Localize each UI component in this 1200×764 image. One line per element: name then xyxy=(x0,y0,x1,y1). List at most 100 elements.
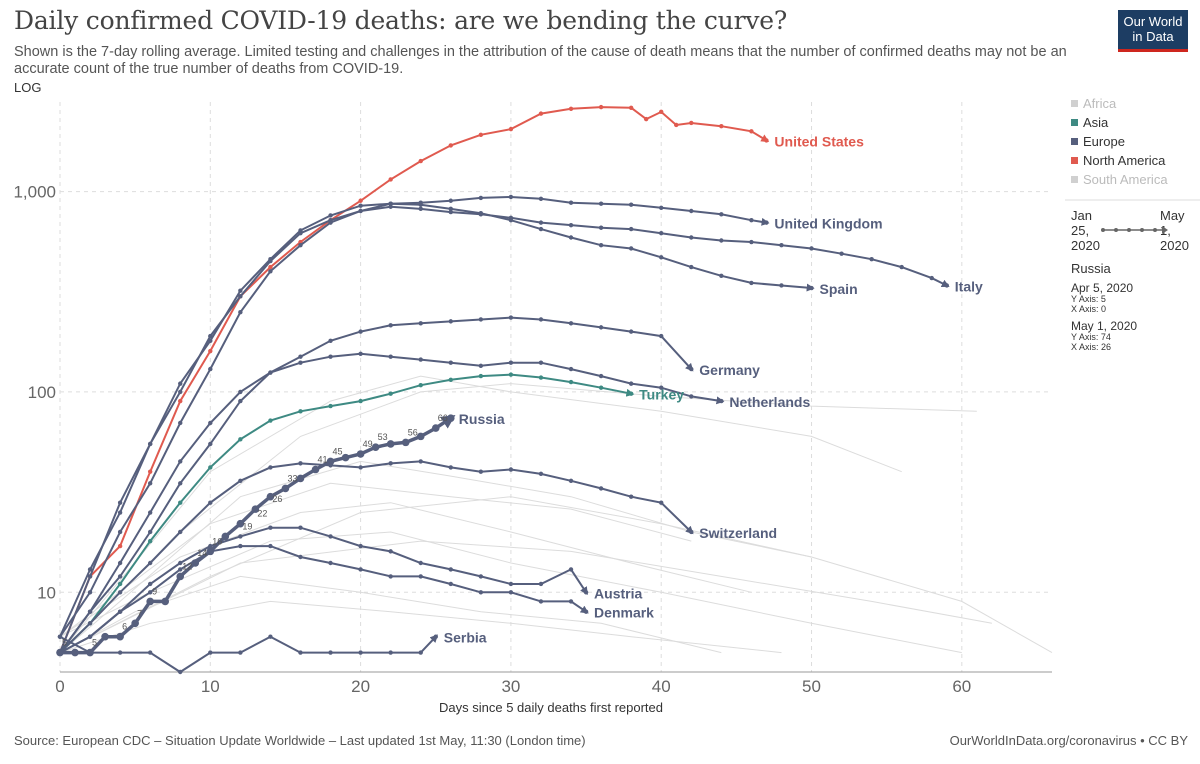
data-point xyxy=(689,366,694,372)
data-point xyxy=(418,206,423,212)
data-point xyxy=(178,381,183,386)
data-point xyxy=(689,120,694,126)
data-point xyxy=(208,543,213,549)
point-value-label: 66 xyxy=(438,413,448,423)
time-end-label: 2020 xyxy=(1160,238,1189,253)
data-point xyxy=(659,333,664,339)
series-line xyxy=(59,106,770,653)
data-point xyxy=(448,360,453,365)
data-point xyxy=(568,106,574,111)
data-point xyxy=(508,126,514,132)
data-point xyxy=(57,650,63,655)
time-start-label: 25, xyxy=(1071,223,1089,238)
point-value-label: 16 xyxy=(212,536,222,546)
series-united-states: United States xyxy=(57,104,864,655)
data-point xyxy=(568,599,574,604)
point-value-label: 53 xyxy=(378,432,388,442)
background-line xyxy=(59,502,752,638)
data-point xyxy=(538,360,544,365)
series-line xyxy=(59,202,815,653)
data-point xyxy=(478,195,484,201)
data-point xyxy=(178,669,183,675)
legend-swatch xyxy=(1071,157,1078,164)
data-point xyxy=(358,398,363,404)
data-point xyxy=(161,597,170,606)
data-point xyxy=(719,238,724,243)
data-point xyxy=(674,122,679,128)
data-point xyxy=(178,529,183,535)
legend-item-africa[interactable]: Africa xyxy=(1071,96,1117,111)
data-point xyxy=(238,310,243,315)
data-point xyxy=(147,581,153,587)
legend-item-south-america[interactable]: South America xyxy=(1071,172,1168,187)
owid-logo[interactable]: Our World in Data xyxy=(1118,10,1188,52)
data-point xyxy=(328,650,333,655)
data-point xyxy=(749,217,754,223)
legend-label: Africa xyxy=(1083,96,1117,111)
point-value-label: 9 xyxy=(152,586,157,596)
data-point xyxy=(238,398,243,404)
data-point xyxy=(87,590,93,595)
data-point xyxy=(478,373,484,379)
series-line xyxy=(59,526,588,654)
series-line xyxy=(59,634,439,674)
data-point xyxy=(116,632,124,641)
legend-label: Europe xyxy=(1083,134,1125,149)
data-point xyxy=(268,543,273,549)
data-point xyxy=(208,465,213,470)
data-point xyxy=(176,572,185,581)
data-point xyxy=(388,549,393,554)
data-point xyxy=(448,319,453,324)
data-point xyxy=(298,554,303,560)
data-point xyxy=(117,581,123,587)
data-point xyxy=(478,469,484,474)
data-point xyxy=(328,560,333,566)
time-start-label: 2020 xyxy=(1071,238,1100,253)
data-point xyxy=(178,459,183,464)
data-point xyxy=(628,494,634,499)
series-label: United Kingdom xyxy=(774,216,882,232)
legend-item-asia[interactable]: Asia xyxy=(1071,115,1109,130)
data-point xyxy=(298,354,303,359)
background-line xyxy=(59,460,812,653)
data-point xyxy=(328,338,333,343)
data-point xyxy=(358,208,363,214)
data-point xyxy=(178,389,183,395)
data-point xyxy=(538,196,544,202)
point-value-label: 22 xyxy=(257,509,267,519)
data-point xyxy=(268,264,273,270)
data-point xyxy=(598,201,604,206)
hover-start-y: Y Axis: 5 xyxy=(1071,294,1106,304)
data-point xyxy=(446,414,455,422)
series-turkey: Turkey xyxy=(57,372,684,655)
point-value-label: 45 xyxy=(333,446,343,456)
source-note[interactable]: Source: European CDC – Situation Update … xyxy=(14,733,586,748)
data-point xyxy=(418,459,423,464)
data-point xyxy=(87,609,93,614)
data-point xyxy=(341,453,350,462)
data-point xyxy=(178,567,183,572)
data-point xyxy=(598,225,604,230)
data-point xyxy=(117,500,123,505)
hover-country: Russia xyxy=(1071,261,1112,276)
x-tick-label: 60 xyxy=(952,677,971,696)
data-point xyxy=(538,111,544,116)
legend-swatch xyxy=(1071,176,1078,183)
data-point xyxy=(659,230,664,236)
log-scale-toggle[interactable]: LOG xyxy=(14,80,42,95)
data-point xyxy=(478,317,484,322)
data-point xyxy=(208,549,213,554)
data-point xyxy=(388,391,393,396)
legend-swatch xyxy=(1071,100,1078,107)
data-point xyxy=(281,484,290,493)
license-link[interactable]: OurWorldInData.org/coronavirus • CC BY xyxy=(949,733,1188,748)
series-label: Austria xyxy=(594,585,642,601)
data-point xyxy=(268,256,273,262)
data-point xyxy=(298,461,303,466)
legend-label: South America xyxy=(1083,172,1168,187)
legend-item-europe[interactable]: Europe xyxy=(1071,134,1125,149)
x-tick-label: 10 xyxy=(201,677,220,696)
legend-item-north-america[interactable]: North America xyxy=(1071,153,1166,168)
data-point xyxy=(268,634,273,639)
